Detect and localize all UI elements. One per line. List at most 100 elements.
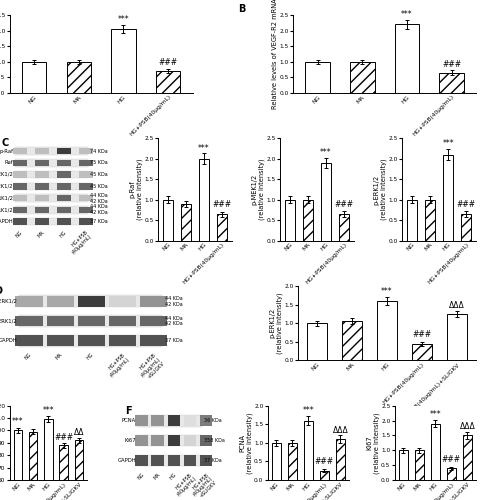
Text: ***: *** — [198, 144, 209, 153]
Text: ***: *** — [42, 406, 54, 415]
Bar — [438, 72, 463, 93]
Bar — [78, 183, 92, 190]
Bar — [108, 296, 136, 306]
Text: 44 KDa
42 KDa: 44 KDa 42 KDa — [165, 296, 183, 306]
Text: ΔΔΔ: ΔΔΔ — [458, 422, 474, 431]
Bar — [78, 148, 92, 154]
Text: ERK1/2: ERK1/2 — [0, 318, 17, 324]
Text: ***: *** — [118, 16, 129, 24]
Bar — [78, 316, 105, 326]
Bar — [19, 315, 161, 327]
Text: Ki67: Ki67 — [124, 438, 136, 443]
Bar — [12, 160, 26, 166]
Bar — [35, 148, 48, 154]
Text: p-Raf: p-Raf — [0, 148, 13, 154]
Bar — [111, 29, 135, 93]
Bar — [108, 316, 136, 326]
Y-axis label: p-ERK1/2
(relative intensity): p-ERK1/2 (relative intensity) — [269, 292, 282, 354]
Bar — [57, 183, 71, 190]
Bar — [78, 160, 92, 166]
Bar — [14, 171, 87, 178]
Bar — [14, 148, 87, 155]
Y-axis label: p-MEK1/2
(relative intensity): p-MEK1/2 (relative intensity) — [251, 158, 264, 220]
Text: ***: *** — [400, 10, 412, 20]
Bar — [319, 470, 328, 480]
Bar — [162, 200, 172, 241]
Bar — [137, 454, 202, 466]
Text: 37 KDa: 37 KDa — [165, 338, 183, 344]
Bar — [151, 435, 164, 446]
Text: HG: HG — [58, 230, 67, 238]
Bar — [29, 432, 37, 500]
Y-axis label: p-ERK1/2
(relative intensity): p-ERK1/2 (relative intensity) — [373, 158, 386, 220]
Text: ***: *** — [429, 410, 440, 419]
Bar — [342, 322, 361, 360]
Bar — [14, 194, 87, 202]
Bar — [35, 195, 48, 202]
Text: HG+PSB
(40μg/mL): HG+PSB (40μg/mL) — [104, 352, 130, 378]
Bar — [22, 62, 47, 93]
Bar — [12, 172, 26, 178]
Bar — [15, 296, 43, 306]
Bar — [430, 424, 439, 480]
Text: 37 KDa: 37 KDa — [204, 458, 222, 463]
Text: D: D — [0, 286, 2, 296]
Bar — [57, 172, 71, 178]
Text: 44 KDa
42 KDa: 44 KDa 42 KDa — [89, 204, 107, 216]
Y-axis label: PCNA
(relative intensity): PCNA (relative intensity) — [239, 412, 252, 474]
Bar — [35, 183, 48, 190]
Bar — [78, 218, 92, 225]
Bar — [303, 420, 312, 480]
Bar — [216, 214, 226, 241]
Text: NG: NG — [136, 472, 145, 480]
Text: GAPDH: GAPDH — [117, 458, 136, 463]
Text: 45 KDa: 45 KDa — [89, 172, 107, 177]
Bar — [66, 62, 91, 93]
Text: ***: *** — [12, 417, 24, 426]
Text: ###: ### — [441, 60, 460, 68]
Bar — [398, 450, 407, 480]
Bar — [57, 218, 71, 225]
Bar — [57, 160, 71, 166]
Text: 44 KDa
42 KDa: 44 KDa 42 KDa — [89, 192, 107, 203]
Text: 358 KDa: 358 KDa — [204, 438, 225, 443]
Bar — [424, 200, 434, 241]
Bar — [78, 172, 92, 178]
Text: 37 KDa: 37 KDa — [89, 219, 107, 224]
Y-axis label: Relative levels of VEGF-R2 mRNA: Relative levels of VEGF-R2 mRNA — [272, 0, 278, 110]
Bar — [44, 420, 52, 500]
Bar — [57, 195, 71, 202]
Bar — [446, 314, 466, 360]
Text: ***: *** — [380, 288, 392, 296]
Bar — [14, 218, 87, 226]
Text: ***: *** — [302, 406, 313, 416]
Bar — [78, 195, 92, 202]
Text: HG+PSB
(40μg/mL)
+SLIGKV: HG+PSB (40μg/mL) +SLIGKV — [188, 472, 217, 500]
Bar — [167, 435, 180, 446]
Bar — [140, 336, 167, 346]
Bar — [78, 336, 105, 346]
Text: 75 KDa: 75 KDa — [89, 160, 107, 166]
Bar — [156, 71, 180, 93]
Bar — [443, 154, 452, 241]
Bar — [349, 62, 374, 93]
Bar — [272, 443, 280, 480]
Bar — [140, 316, 167, 326]
Text: ###: ### — [441, 455, 460, 464]
Bar — [199, 455, 212, 466]
Text: ΔΔ: ΔΔ — [73, 428, 84, 436]
Text: ΔΔΔ: ΔΔΔ — [448, 301, 464, 310]
Bar — [462, 436, 471, 480]
Text: F: F — [125, 406, 132, 415]
Bar — [151, 455, 164, 466]
Bar — [47, 316, 74, 326]
Bar — [320, 163, 330, 241]
Text: ERK1/2: ERK1/2 — [0, 208, 13, 212]
Text: ***: *** — [442, 140, 453, 148]
Bar — [15, 316, 43, 326]
Bar — [137, 415, 202, 426]
Text: ###: ### — [334, 200, 353, 209]
Text: NG: NG — [14, 230, 23, 238]
Bar — [336, 439, 344, 480]
Text: C: C — [1, 138, 9, 148]
